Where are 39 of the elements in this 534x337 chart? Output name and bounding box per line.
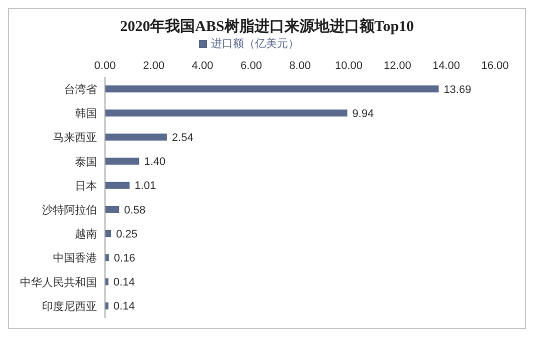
bar [105,230,112,238]
y-tick-label: 沙特阿拉伯 [42,203,97,216]
x-tick-label: 8.00 [289,60,311,72]
x-tick-label: 10.00 [334,60,363,72]
x-tick-label: 14.00 [432,60,460,72]
x-tick-label: 4.00 [192,60,214,72]
y-tick-label: 中国香港 [53,252,97,265]
data-label: 0.58 [124,204,146,216]
x-tick-label: 0.00 [94,60,116,72]
bar [105,206,120,213]
bar [105,158,140,165]
y-tick-label: 泰国 [75,156,97,168]
x-tick-label: 16.00 [481,60,509,72]
data-label: 9.94 [352,108,374,120]
bar [105,134,167,141]
bar [105,254,109,262]
bar [105,85,439,92]
data-label: 0.16 [114,252,136,265]
data-label: 1.01 [134,180,156,192]
y-tick-label: 中华人民共和国 [20,276,97,289]
x-tick-label: 6.00 [240,60,262,72]
legend-label: 进口额（亿美元） [211,38,299,50]
bar [105,182,130,189]
y-tick-label: 日本 [75,179,97,192]
x-tick-label: 12.00 [384,60,412,72]
data-label: 0.14 [113,276,135,289]
data-label: 13.69 [444,84,472,96]
data-label: 0.14 [113,300,135,313]
y-tick-label: 台湾省 [64,82,97,96]
data-label: 2.54 [172,132,194,144]
x-tick-label: 2.00 [143,60,164,72]
y-tick-label: 马来西亚 [53,131,97,144]
y-tick-label: 印度尼西亚 [42,300,97,313]
y-tick-label: 韩国 [75,107,97,120]
data-label: 0.25 [116,228,138,240]
chart-title: 2020年我国ABS树脂进口来源地进口额Top10 [119,17,415,36]
bar [105,110,348,117]
data-label: 1.40 [144,156,166,168]
y-tick-label: 越南 [75,228,97,241]
